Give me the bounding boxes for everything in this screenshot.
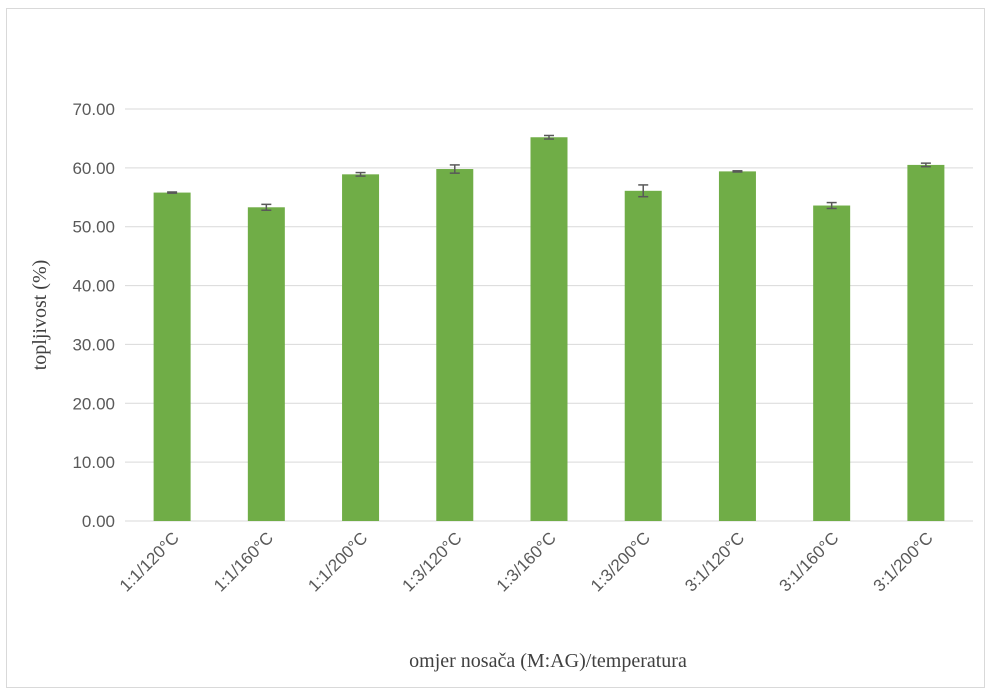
x-tick-label: 1:3/120°C — [399, 528, 466, 595]
x-tick-label: 1:1/160°C — [210, 528, 277, 595]
x-tick-labels: 1:1/120°C 1:1/160°C 1:1/200°C 1:3/120°C 1:3/… — [116, 528, 937, 595]
bar — [718, 171, 756, 522]
x-tick-label: 3:1/120°C — [681, 528, 748, 595]
y-tick-label: 10.00 — [72, 453, 115, 472]
bar — [530, 137, 568, 521]
bar — [813, 205, 851, 522]
error-bar — [355, 171, 366, 177]
error-bar — [920, 162, 931, 168]
bar — [247, 207, 285, 521]
x-tick-label: 3:1/160°C — [775, 528, 842, 595]
bar — [907, 164, 945, 521]
error-bar — [544, 134, 554, 140]
error-bars — [167, 134, 931, 211]
y-tick-labels: 0.00 10.00 20.00 30.00 40.00 50.00 60.00 70.00 — [72, 100, 115, 531]
bars — [153, 137, 945, 522]
error-bar — [826, 201, 837, 210]
x-tick-label: 1:1/120°C — [116, 528, 183, 595]
bar — [342, 174, 380, 521]
bar — [436, 169, 474, 521]
x-tick-label: 1:1/200°C — [304, 528, 371, 595]
bar — [153, 192, 191, 521]
y-axis-title: topljivost (%) — [29, 260, 51, 371]
x-axis-title: omjer nosača (M:AG)/temperatura — [409, 650, 687, 672]
y-tick-label: 60.00 — [72, 159, 115, 178]
y-tick-label: 50.00 — [72, 218, 115, 237]
y-tick-label: 20.00 — [72, 394, 115, 413]
y-tick-label: 0.00 — [82, 512, 115, 531]
x-tick-label: 1:3/200°C — [587, 528, 654, 595]
y-tick-label: 70.00 — [72, 100, 115, 119]
error-bar — [732, 170, 743, 173]
y-tick-label: 30.00 — [72, 335, 115, 354]
x-tick-label: 3:1/200°C — [870, 528, 937, 595]
x-tick-label: 1:3/160°C — [493, 528, 560, 595]
error-bar — [638, 184, 649, 198]
error-bar — [261, 203, 272, 211]
error-bar — [167, 191, 178, 194]
error-bar — [449, 164, 460, 174]
bar — [624, 190, 662, 521]
y-tick-label: 40.00 — [72, 277, 115, 296]
